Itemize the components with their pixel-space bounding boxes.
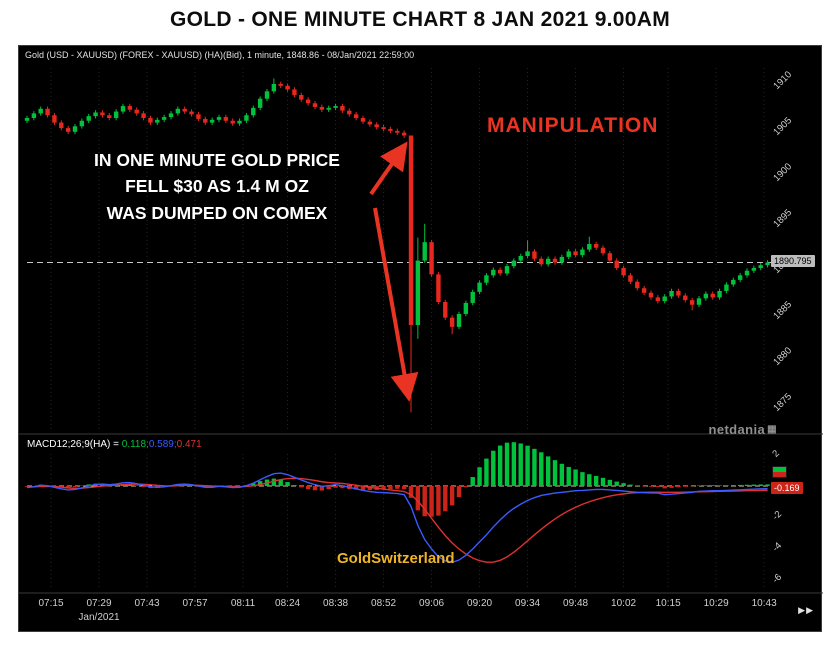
histogram-color-chip bbox=[772, 466, 787, 478]
svg-text:08:52: 08:52 bbox=[371, 598, 396, 609]
svg-text:-4: -4 bbox=[770, 540, 784, 554]
svg-text:08:24: 08:24 bbox=[275, 598, 300, 609]
netdania-grid-icon: ▦ bbox=[767, 424, 777, 435]
svg-text:1875: 1875 bbox=[771, 391, 794, 414]
svg-text:10:15: 10:15 bbox=[656, 598, 681, 609]
svg-text:-2: -2 bbox=[770, 509, 784, 523]
svg-text:1895: 1895 bbox=[771, 207, 794, 230]
macd-value-1: 0.118; bbox=[121, 439, 149, 450]
svg-text:1885: 1885 bbox=[771, 299, 794, 322]
svg-text:2: 2 bbox=[770, 448, 782, 460]
svg-text:07:43: 07:43 bbox=[134, 598, 159, 609]
svg-text:07:15: 07:15 bbox=[38, 598, 63, 609]
svg-text:09:34: 09:34 bbox=[515, 598, 540, 609]
svg-text:09:20: 09:20 bbox=[467, 598, 492, 609]
annotation-note-line: WAS DUMPED ON COMEX bbox=[106, 202, 328, 223]
instrument-header: Gold (USD - XAUUSD) (FOREX - XAUUSD) (HA… bbox=[25, 50, 415, 60]
svg-text:07:29: 07:29 bbox=[86, 598, 111, 609]
svg-text:10:02: 10:02 bbox=[611, 598, 636, 609]
svg-text:09:06: 09:06 bbox=[419, 598, 444, 609]
svg-text:07:57: 07:57 bbox=[182, 598, 207, 609]
chart-canvas[interactable]: 191019051900189518901885188018752-2-4-60… bbox=[19, 46, 823, 631]
netdania-logo: netdania ▦ bbox=[708, 422, 777, 437]
current-price-badge: 1890.795 bbox=[771, 255, 815, 267]
annotation-note-line: IN ONE MINUTE GOLD PRICE bbox=[94, 150, 340, 170]
page-title: GOLD - ONE MINUTE CHART 8 JAN 2021 9.00A… bbox=[169, 8, 671, 31]
svg-text:08:11: 08:11 bbox=[231, 598, 256, 609]
macd-value-3: 0.471 bbox=[176, 439, 202, 450]
svg-text:10:43: 10:43 bbox=[752, 598, 777, 609]
macd-value-2: 0.589; bbox=[148, 439, 177, 450]
chart-panel: Gold (USD - XAUUSD) (FOREX - XAUUSD) (HA… bbox=[18, 45, 823, 632]
svg-text:1910: 1910 bbox=[771, 69, 794, 92]
svg-text:1905: 1905 bbox=[771, 115, 794, 138]
svg-text:Jan/2021: Jan/2021 bbox=[78, 612, 120, 623]
netdania-logo-text: netdania bbox=[708, 422, 766, 437]
svg-text:-6: -6 bbox=[770, 572, 784, 586]
annotation-note: IN ONE MINUTE GOLD PRICE FELL $30 AS 1.4… bbox=[47, 147, 387, 226]
macd-indicator-label: MACD12;26;9(HA) = 0.118;0.589;0.471 bbox=[27, 439, 202, 450]
macd-label-prefix: MACD12;26;9(HA) = bbox=[27, 439, 122, 450]
svg-text:1880: 1880 bbox=[771, 345, 794, 368]
macd-value-badge: -0.169 bbox=[771, 482, 803, 494]
annotation-manipulation: MANIPULATION bbox=[487, 114, 659, 137]
scroll-forward-icon[interactable]: ▶▶ bbox=[798, 605, 814, 615]
svg-text:08:38: 08:38 bbox=[323, 598, 348, 609]
goldswitzerland-watermark: GoldSwitzerland bbox=[337, 550, 455, 567]
svg-text:09:48: 09:48 bbox=[563, 598, 588, 609]
svg-text:10:29: 10:29 bbox=[704, 598, 729, 609]
svg-text:1900: 1900 bbox=[771, 161, 794, 184]
annotation-note-line: FELL $30 AS 1.4 M OZ bbox=[125, 176, 309, 197]
